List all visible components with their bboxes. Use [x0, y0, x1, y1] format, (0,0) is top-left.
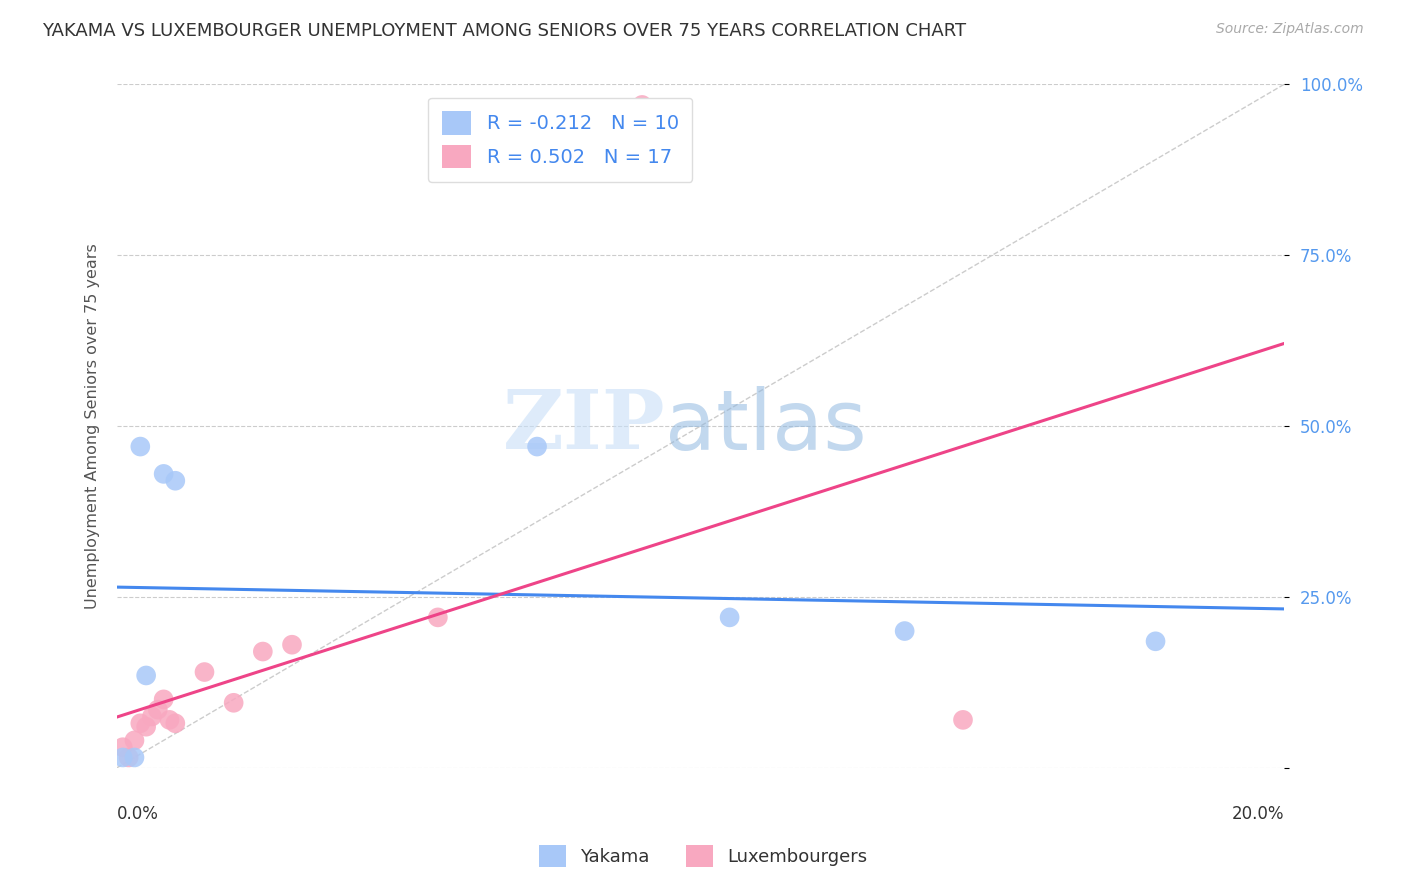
Point — [222, 696, 245, 710]
Point — [129, 440, 152, 454]
Point — [165, 474, 187, 488]
Text: YAKAMA VS LUXEMBOURGER UNEMPLOYMENT AMONG SENIORS OVER 75 YEARS CORRELATION CHAR: YAKAMA VS LUXEMBOURGER UNEMPLOYMENT AMON… — [42, 22, 966, 40]
Point — [111, 750, 134, 764]
Legend: Yakama, Luxembourgers: Yakama, Luxembourgers — [531, 838, 875, 874]
Point — [893, 624, 915, 638]
Point — [135, 668, 157, 682]
Point — [631, 98, 654, 112]
Y-axis label: Unemployment Among Seniors over 75 years: Unemployment Among Seniors over 75 years — [86, 244, 100, 609]
Text: 20.0%: 20.0% — [1232, 805, 1284, 823]
Point — [426, 610, 449, 624]
Point — [718, 610, 741, 624]
Point — [124, 750, 146, 764]
Point — [152, 467, 174, 481]
Point — [146, 703, 169, 717]
Point — [193, 665, 215, 679]
Point — [141, 709, 163, 723]
Point — [526, 440, 548, 454]
Point — [159, 713, 181, 727]
Text: ZIP: ZIP — [503, 386, 665, 467]
Point — [1144, 634, 1167, 648]
Point — [111, 740, 134, 755]
Point — [124, 733, 146, 747]
Point — [952, 713, 974, 727]
Text: 0.0%: 0.0% — [117, 805, 159, 823]
Text: atlas: atlas — [665, 385, 868, 467]
Point — [252, 644, 274, 658]
Point — [129, 716, 152, 731]
Legend: R = -0.212   N = 10, R = 0.502   N = 17: R = -0.212 N = 10, R = 0.502 N = 17 — [429, 97, 692, 182]
Point — [165, 716, 187, 731]
Text: Source: ZipAtlas.com: Source: ZipAtlas.com — [1216, 22, 1364, 37]
Point — [152, 692, 174, 706]
Point — [135, 720, 157, 734]
Point — [281, 638, 304, 652]
Point — [117, 750, 139, 764]
